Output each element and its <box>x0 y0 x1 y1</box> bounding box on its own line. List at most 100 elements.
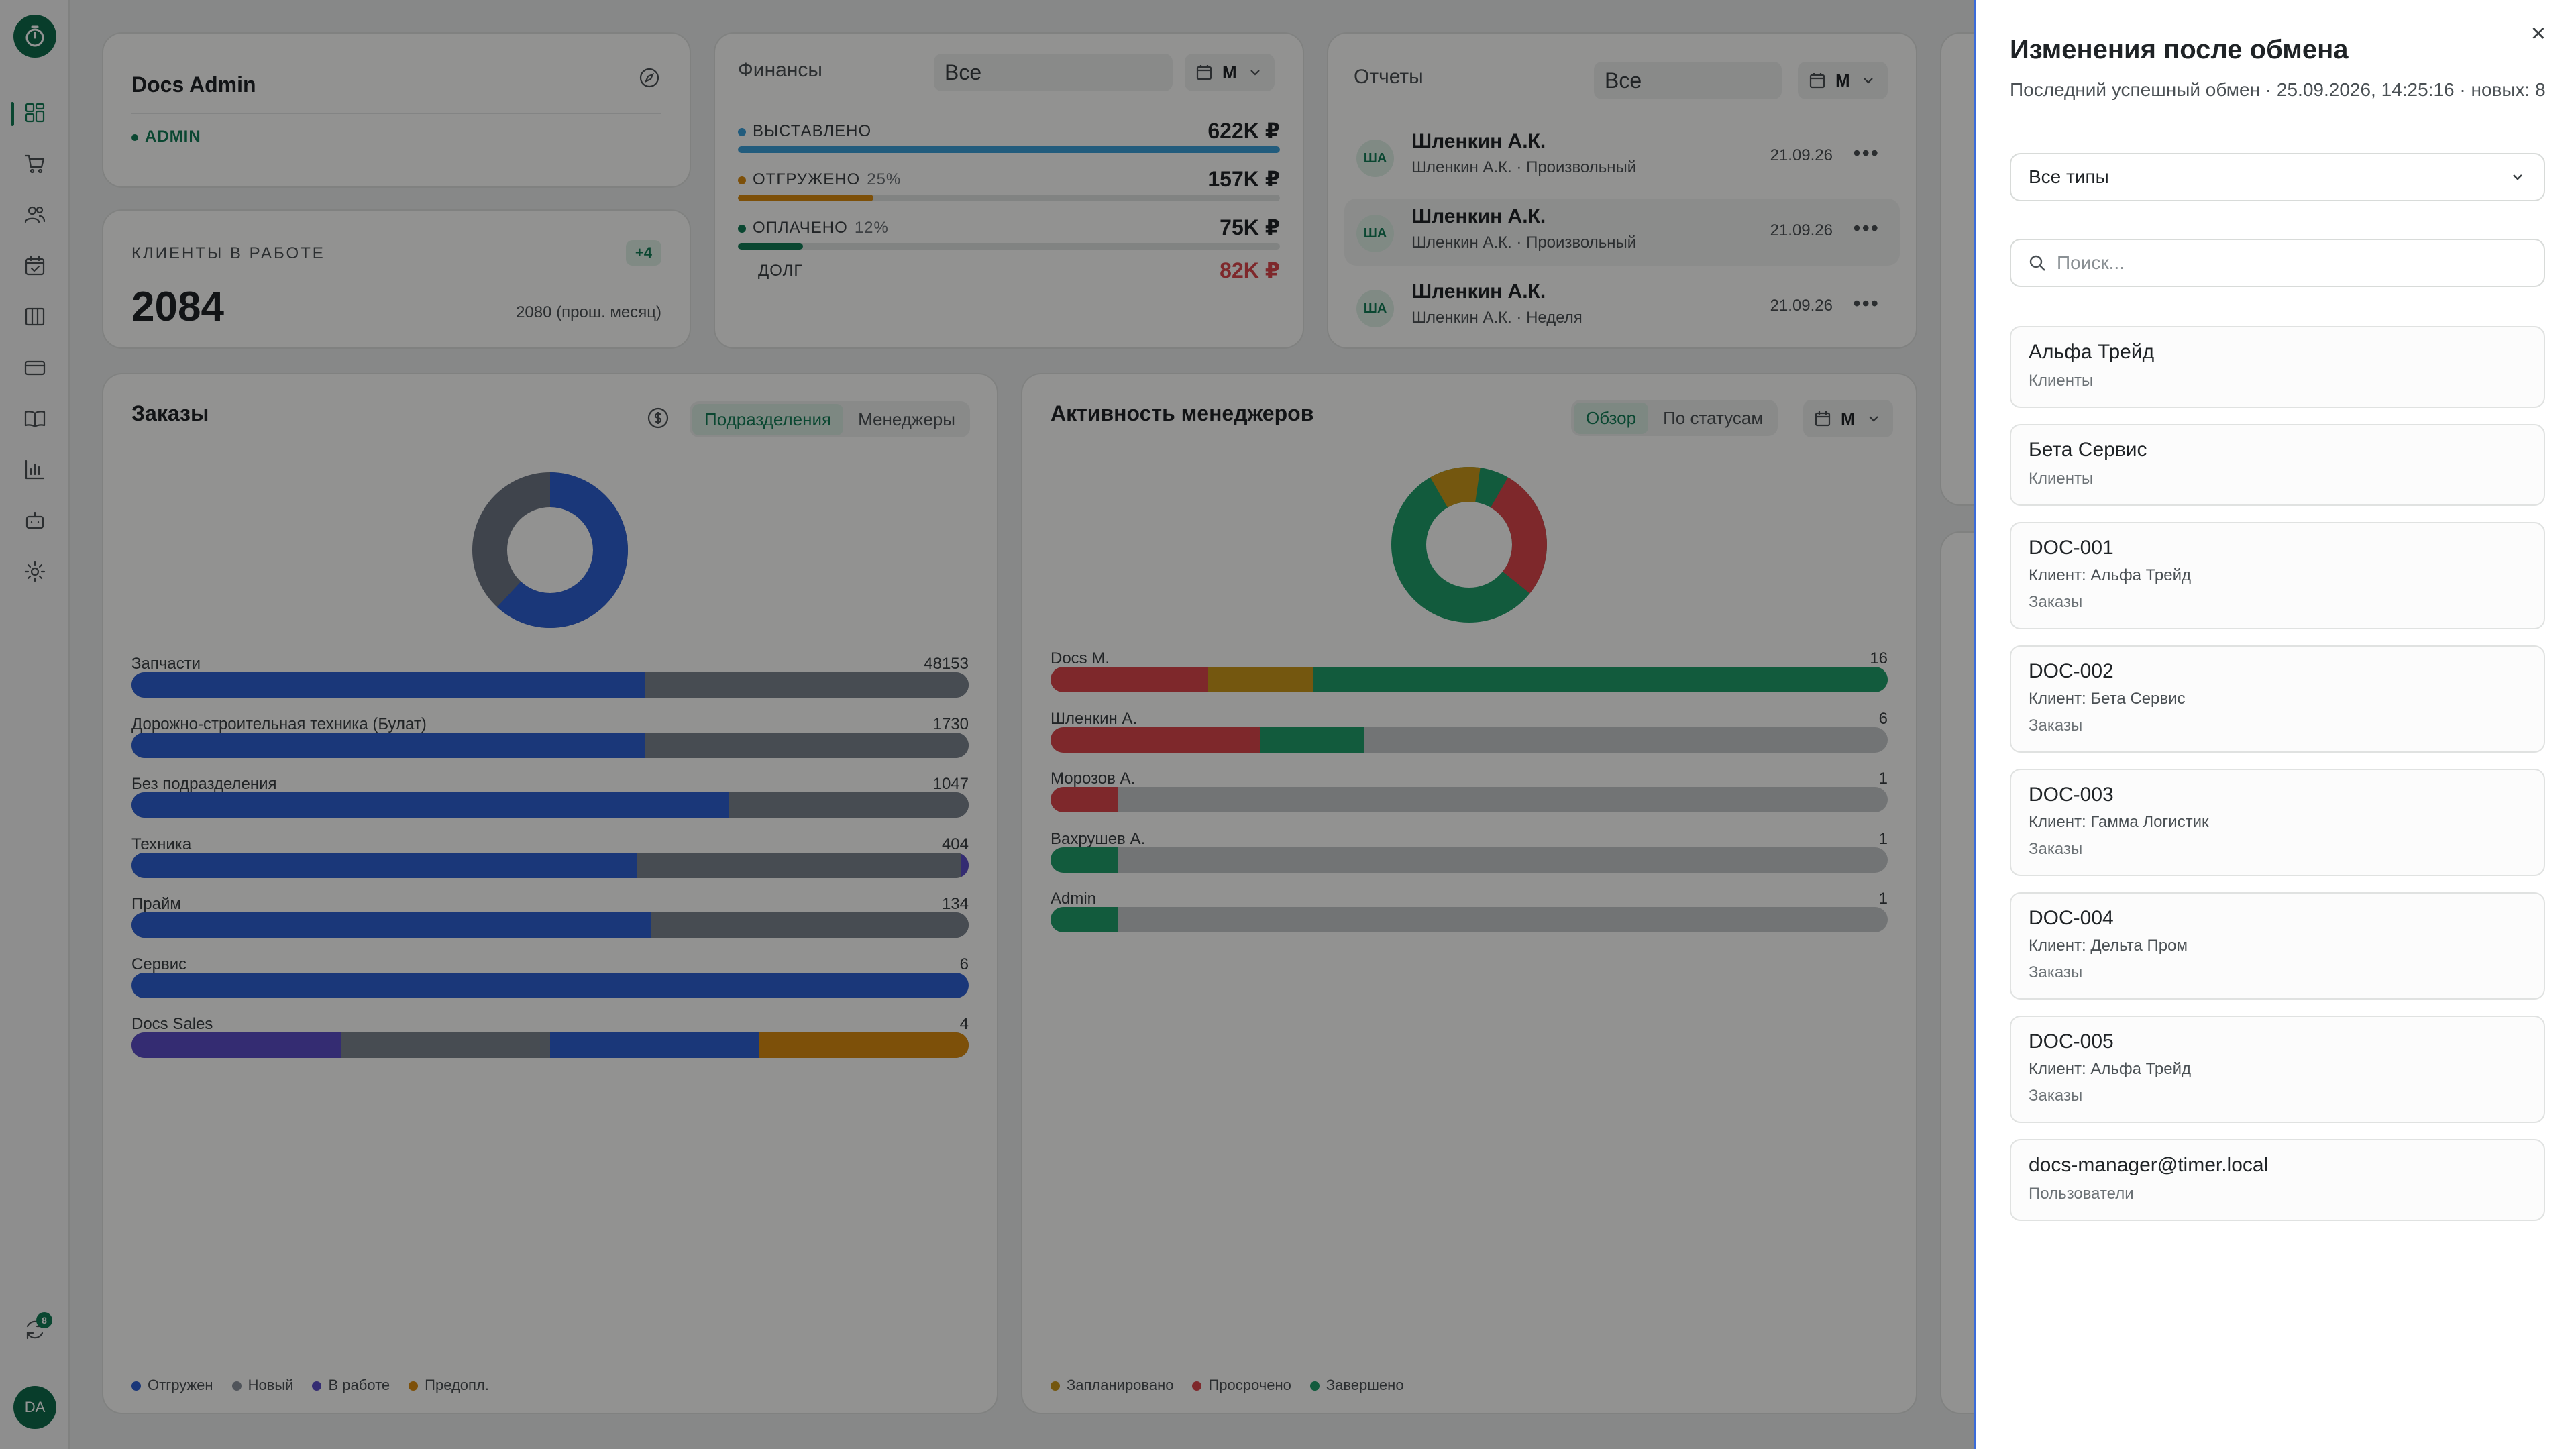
report-row[interactable]: ША Шленкин А.К. Шленкин А.К. · Произвольны… <box>1344 199 1900 266</box>
bar-value: 1730 <box>932 714 969 733</box>
orders-bar-row: Техника 404 <box>131 835 969 889</box>
report-avatar: ША <box>1356 290 1394 327</box>
legend-item: Отгружен <box>131 1377 213 1394</box>
more-options-icon[interactable]: ••• <box>1853 216 1880 240</box>
nav-dashboard[interactable] <box>17 95 52 130</box>
book-icon <box>24 411 46 428</box>
more-options-icon[interactable]: ••• <box>1853 141 1880 165</box>
bar-segment <box>728 792 969 818</box>
finance-row-pct: 12% <box>854 219 889 237</box>
finance-title: Финансы <box>738 59 822 81</box>
nav-clients[interactable] <box>17 197 52 232</box>
finance-period-select[interactable]: М <box>1185 54 1275 91</box>
bar-track <box>131 972 969 998</box>
search-box <box>2010 239 2545 287</box>
bar-value: 16 <box>1870 649 1888 667</box>
change-item[interactable]: docs-manager@timer.local Пользователи <box>2010 1139 2545 1221</box>
change-item-title: Альфа Трейд <box>2029 341 2155 363</box>
nav-boards[interactable] <box>17 299 52 334</box>
sidebar: 8 DA <box>0 0 70 1449</box>
orders-bar-row: Запчасти 48153 <box>131 655 969 708</box>
tab-managers[interactable]: Менеджеры <box>858 409 955 429</box>
bar-segment <box>960 852 969 878</box>
finance-row-fill <box>738 243 803 250</box>
bar-track <box>131 792 969 818</box>
search-input[interactable] <box>2057 252 2526 274</box>
change-item-type: Заказы <box>2029 963 2083 981</box>
bar-track <box>1051 667 1888 692</box>
clients-label: КЛИЕНТЫ В РАБОТЕ <box>131 244 325 262</box>
type-filter-select[interactable]: Все типы <box>2010 153 2545 201</box>
activity-bar-row: Вахрушев А. 1 <box>1051 830 1888 883</box>
change-item[interactable]: Бета Сервис Клиенты <box>2010 424 2545 506</box>
nav-calendar[interactable] <box>17 248 52 283</box>
legend-item: Запланировано <box>1051 1377 1173 1394</box>
exchange-changes-drawer: Изменения после обмена × Последний успеш… <box>1974 0 2576 1449</box>
bar-track <box>1051 907 1888 932</box>
orders-donut <box>472 472 628 628</box>
change-item-title: Бета Сервис <box>2029 439 2147 461</box>
activity-tabs: Обзор По статусам <box>1571 400 1778 436</box>
change-item[interactable]: DOC-001 Клиент: Альфа Трейд Заказы <box>2010 522 2545 629</box>
bar-value: 6 <box>959 955 969 973</box>
reports-card: Отчеты Все М ША Шленкин А.К. Шленкин А.К. … <box>1327 32 1917 349</box>
bar-value: 404 <box>941 835 969 853</box>
reports-period-select[interactable]: М <box>1798 62 1888 99</box>
finance-row-pct: 25% <box>867 170 902 189</box>
bar-segment <box>637 852 961 878</box>
finance-filter[interactable]: Все <box>934 54 1173 91</box>
cart-icon <box>24 154 45 174</box>
change-item-type: Заказы <box>2029 1087 2083 1105</box>
nav-knowledge[interactable] <box>17 401 52 436</box>
finance-row-track <box>738 243 1280 250</box>
activity-title: Активность менеджеров <box>1051 401 1314 425</box>
report-row[interactable]: ША Шленкин А.К. Шленкин А.К. · Произвольны… <box>1344 123 1900 191</box>
profile-settings-button[interactable] <box>636 64 663 91</box>
tab-departments[interactable]: Подразделения <box>692 403 844 435</box>
orders-bar-row: Docs Sales 4 <box>131 1015 969 1069</box>
bot-icon <box>25 511 44 529</box>
nav-bots[interactable] <box>17 503 52 538</box>
avatar[interactable]: DA <box>13 1386 56 1429</box>
bar-value: 1047 <box>932 775 969 793</box>
dollar-icon <box>647 407 669 429</box>
more-options-icon[interactable]: ••• <box>1853 291 1880 315</box>
bar-segment <box>131 912 651 938</box>
status-dot <box>738 224 746 233</box>
bar-segment <box>1051 727 1260 753</box>
change-item[interactable]: DOC-003 Клиент: Гамма Логистик Заказы <box>2010 769 2545 876</box>
finance-row-fill <box>738 195 873 201</box>
bar-segment <box>550 1032 759 1058</box>
tab-overview[interactable]: Обзор <box>1574 402 1649 434</box>
bar-segment <box>131 1032 341 1058</box>
activity-bar-row: Admin 1 <box>1051 890 1888 943</box>
change-item[interactable]: DOC-005 Клиент: Альфа Трейд Заказы <box>2010 1016 2545 1123</box>
change-item[interactable]: Альфа Трейд Клиенты <box>2010 326 2545 408</box>
report-author: Шленкин А.К. <box>1411 130 1546 152</box>
change-item-title: DOC-005 <box>2029 1030 2114 1053</box>
reports-filter[interactable]: Все <box>1594 62 1782 99</box>
report-row[interactable]: ША Шленкин А.К. Шленкин А.К. · Неделя 21.09… <box>1344 274 1900 341</box>
nav-settings[interactable] <box>17 554 52 589</box>
nav-analytics[interactable] <box>17 452 52 487</box>
bar-segment <box>131 672 645 698</box>
report-date: 21.09.26 <box>1770 221 1833 239</box>
change-item[interactable]: DOC-004 Клиент: Дельта Пром Заказы <box>2010 892 2545 1000</box>
change-item[interactable]: DOC-002 Клиент: Бета Сервис Заказы <box>2010 645 2545 753</box>
finance-card: Финансы Все М ВЫСТАВЛЕНО 622K ₽ ОТГРУЖЕНО 2… <box>714 32 1304 349</box>
finance-row-fill <box>738 146 1280 153</box>
currency-toggle[interactable] <box>645 405 671 431</box>
nav-payments[interactable] <box>17 350 52 385</box>
activity-period-select[interactable]: М <box>1803 400 1893 437</box>
tab-by-status[interactable]: По статусам <box>1663 407 1764 428</box>
bar-track <box>131 672 969 698</box>
sync-button[interactable]: 8 <box>17 1312 52 1347</box>
logo[interactable] <box>13 15 56 58</box>
report-subtitle: Шленкин А.К. · Неделя <box>1411 309 1582 327</box>
close-icon[interactable]: × <box>2530 19 2546 48</box>
nav-orders[interactable] <box>17 146 52 181</box>
drawer-title: Изменения после обмена <box>2010 35 2349 64</box>
report-avatar: ША <box>1356 140 1394 177</box>
change-item-title: DOC-003 <box>2029 784 2114 806</box>
